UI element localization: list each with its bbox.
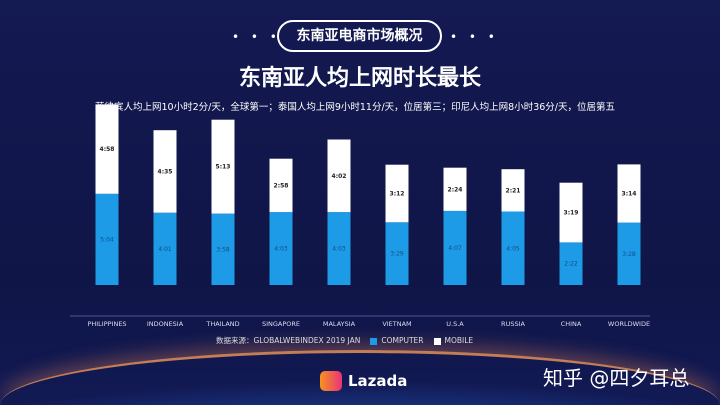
legend-computer: COMPUTER bbox=[370, 336, 424, 345]
data-label-computer: 4:03 bbox=[274, 246, 288, 253]
data-label-mobile: 3:19 bbox=[564, 210, 579, 217]
bar-computer bbox=[153, 212, 177, 285]
category-label: WORLDWIDE bbox=[608, 320, 650, 328]
data-label-mobile: 4:02 bbox=[332, 173, 347, 180]
data-label-computer: 3:28 bbox=[622, 251, 636, 258]
decor-dots-left: • • • bbox=[232, 30, 281, 44]
bar-mobile bbox=[559, 182, 583, 243]
lazada-logo: Lazada bbox=[320, 371, 407, 391]
legend-mobile: MOBILE bbox=[433, 336, 474, 345]
category-label: MALAYSIA bbox=[323, 320, 356, 328]
data-label-mobile: 2:58 bbox=[274, 182, 289, 189]
bar-mobile bbox=[617, 164, 641, 223]
bar-computer bbox=[501, 211, 525, 285]
data-label-mobile: 4:35 bbox=[158, 168, 173, 175]
data-label-computer: 4:01 bbox=[158, 246, 172, 253]
category-label: U.S.A bbox=[446, 320, 464, 328]
bar-computer bbox=[617, 222, 641, 285]
bar-computer bbox=[385, 222, 409, 285]
category-label: INDONESIA bbox=[147, 320, 184, 328]
bar-mobile bbox=[443, 167, 467, 211]
bar-computer bbox=[211, 213, 235, 285]
legend: 数据来源：GLOBALWEBINDEX 2019 JAN COMPUTER MO… bbox=[216, 335, 473, 346]
data-label-mobile: 2:24 bbox=[448, 186, 463, 193]
data-label-computer: 4:03 bbox=[332, 246, 346, 253]
bar-computer bbox=[443, 210, 467, 285]
computer-swatch bbox=[370, 337, 378, 345]
category-label: PHILIPPINES bbox=[87, 320, 126, 328]
lazada-heart-icon bbox=[320, 371, 342, 391]
bar-mobile bbox=[501, 169, 525, 212]
bar-mobile bbox=[95, 104, 119, 194]
brand-name: Lazada bbox=[348, 372, 408, 390]
legend-mobile-label: MOBILE bbox=[444, 336, 474, 345]
source-note: 数据来源：GLOBALWEBINDEX 2019 JAN bbox=[216, 336, 361, 345]
bar-computer bbox=[559, 242, 583, 285]
data-label-mobile: 3:12 bbox=[390, 191, 405, 198]
data-label-mobile: 3:14 bbox=[622, 191, 637, 198]
data-label-computer: 4:05 bbox=[506, 245, 520, 252]
bar-computer bbox=[327, 212, 351, 285]
category-label: THAILAND bbox=[205, 320, 239, 328]
bar-mobile bbox=[385, 164, 409, 223]
watermark: 知乎 @四夕耳总 bbox=[543, 366, 690, 390]
data-label-computer: 5:04 bbox=[100, 236, 114, 243]
mobile-swatch bbox=[433, 337, 441, 345]
horizon-glow bbox=[0, 350, 720, 405]
data-label-mobile: 2:21 bbox=[506, 187, 521, 194]
bar-computer bbox=[269, 212, 293, 285]
section-badge: 东南亚电商市场概况 bbox=[277, 20, 442, 52]
category-label: VIETNAM bbox=[382, 320, 411, 328]
bar-chart: 5:04 4:58 PHILIPPINES 4:01 4:35 INDONESIA 3:58… bbox=[70, 104, 651, 328]
category-label: CHINA bbox=[561, 320, 582, 328]
bar-mobile bbox=[211, 119, 235, 214]
data-label-mobile: 4:58 bbox=[100, 146, 115, 153]
category-label: RUSSIA bbox=[501, 320, 525, 328]
bar-mobile bbox=[153, 130, 177, 213]
category-label: SINGAPORE bbox=[262, 320, 300, 328]
bar-computer bbox=[95, 193, 119, 285]
bar-mobile bbox=[327, 139, 351, 213]
page-title: 东南亚人均上网时长最长 bbox=[238, 66, 481, 91]
data-label-mobile: 5:13 bbox=[216, 164, 231, 171]
data-label-computer: 2:22 bbox=[564, 261, 578, 268]
bar-mobile bbox=[269, 158, 293, 213]
decor-dots-right: • • • bbox=[450, 30, 499, 44]
data-label-computer: 3:29 bbox=[390, 251, 404, 258]
data-label-computer: 4:07 bbox=[448, 245, 462, 252]
subtitle: 菲律宾人均上网10小时2分/天，全球第一；泰国人均上网9小时11分/天，位居第三… bbox=[95, 102, 616, 113]
data-label-computer: 3:58 bbox=[216, 246, 230, 253]
legend-computer-label: COMPUTER bbox=[381, 336, 424, 345]
